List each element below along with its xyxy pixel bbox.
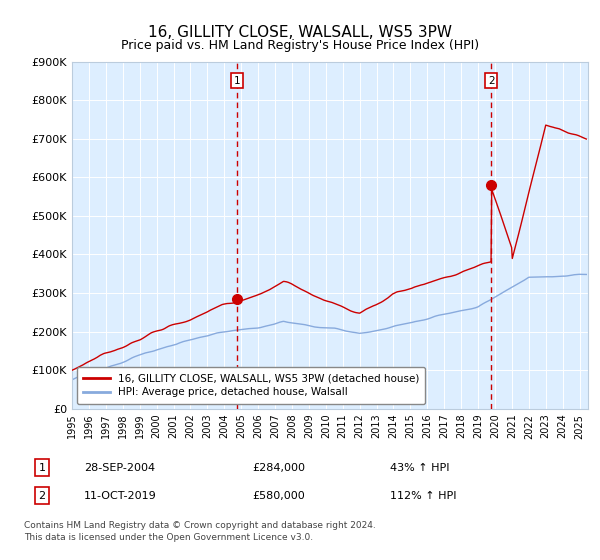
Text: 112% ↑ HPI: 112% ↑ HPI: [390, 491, 457, 501]
Text: 2: 2: [38, 491, 46, 501]
Text: £284,000: £284,000: [252, 463, 305, 473]
Text: Contains HM Land Registry data © Crown copyright and database right 2024.: Contains HM Land Registry data © Crown c…: [24, 521, 376, 530]
Text: 1: 1: [38, 463, 46, 473]
Text: Price paid vs. HM Land Registry's House Price Index (HPI): Price paid vs. HM Land Registry's House …: [121, 39, 479, 52]
Legend: 16, GILLITY CLOSE, WALSALL, WS5 3PW (detached house), HPI: Average price, detach: 16, GILLITY CLOSE, WALSALL, WS5 3PW (det…: [77, 367, 425, 404]
Text: 43% ↑ HPI: 43% ↑ HPI: [390, 463, 449, 473]
Text: 16, GILLITY CLOSE, WALSALL, WS5 3PW: 16, GILLITY CLOSE, WALSALL, WS5 3PW: [148, 25, 452, 40]
Text: 11-OCT-2019: 11-OCT-2019: [84, 491, 157, 501]
Text: 1: 1: [233, 76, 240, 86]
Text: 28-SEP-2004: 28-SEP-2004: [84, 463, 155, 473]
Text: 2: 2: [488, 76, 494, 86]
Text: This data is licensed under the Open Government Licence v3.0.: This data is licensed under the Open Gov…: [24, 533, 313, 543]
Text: £580,000: £580,000: [252, 491, 305, 501]
